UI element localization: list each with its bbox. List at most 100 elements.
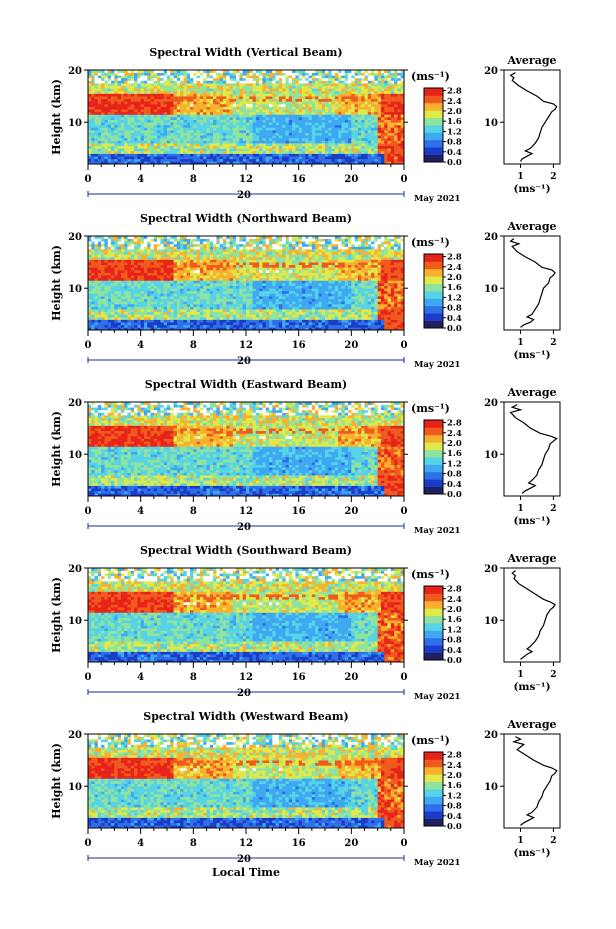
heatmap-cell: [226, 140, 230, 144]
heatmap-cell: [315, 75, 319, 79]
heatmap-cell: [120, 293, 125, 297]
heatmap-cell: [390, 161, 395, 165]
heatmap-cell: [150, 288, 155, 292]
heatmap-cell: [147, 241, 151, 245]
heatmap-cell: [101, 124, 105, 128]
heatmap-cell: [97, 70, 102, 73]
heatmap-cell: [124, 132, 128, 136]
heatmap-cell: [153, 309, 158, 313]
heatmap-cell: [143, 85, 148, 89]
heatmap-cell: [114, 72, 118, 76]
heatmap-cell: [272, 124, 276, 128]
heatmap-cell: [222, 83, 227, 87]
heatmap-cell: [143, 262, 148, 266]
heatmap-cell: [107, 122, 112, 126]
heatmap-cell: [213, 262, 217, 266]
heatmap-cell: [196, 275, 201, 279]
colorbar-swatch: [424, 105, 443, 109]
heatmap-cell: [229, 119, 234, 123]
heatmap-cell: [213, 143, 217, 147]
heatmap-cell: [380, 80, 385, 84]
heatmap-cell: [101, 150, 105, 154]
heatmap-cell: [269, 135, 273, 139]
heatmap-cell: [91, 267, 95, 271]
heatmap-cell: [311, 137, 316, 141]
heatmap-cell: [196, 314, 201, 318]
heatmap-cell: [203, 77, 207, 81]
heatmap-cell: [120, 316, 125, 320]
heatmap-cell: [384, 90, 388, 94]
heatmap-cell: [111, 296, 115, 300]
heatmap-cell: [196, 145, 201, 149]
heatmap-cell: [199, 88, 204, 92]
heatmap-cell: [153, 124, 158, 128]
heatmap-cell: [91, 75, 95, 79]
heatmap-cell: [114, 296, 118, 300]
heatmap-cell: [114, 277, 118, 281]
heatmap-cell: [130, 254, 135, 258]
heatmap-cell: [364, 98, 369, 102]
heatmap-cell: [120, 98, 125, 102]
heatmap-cell: [374, 75, 379, 79]
heatmap-cell: [117, 267, 122, 271]
heatmap-cell: [180, 70, 184, 73]
heatmap-cell: [107, 98, 112, 102]
heatmap-cell: [147, 288, 151, 292]
heatmap-cell: [374, 72, 379, 76]
heatmap-cell: [390, 72, 395, 76]
heatmap-cell: [226, 137, 230, 141]
heatmap-cell: [357, 98, 362, 102]
heatmap-cell: [265, 153, 270, 157]
heatmap-cell: [272, 140, 276, 144]
heatmap-cell: [199, 324, 204, 328]
heatmap-cell: [157, 70, 161, 73]
heatmap-cell: [344, 117, 349, 120]
heatmap-cell: [180, 127, 184, 131]
heatmap-cell: [124, 83, 128, 87]
heatmap-cell: [387, 161, 392, 165]
heatmap-cell: [114, 301, 118, 305]
heatmap-cell: [153, 306, 158, 310]
heatmap-cell: [209, 77, 214, 81]
heatmap-cell: [209, 306, 214, 310]
heatmap-cell: [91, 288, 95, 292]
heatmap-cell: [140, 143, 145, 147]
heatmap-cell: [91, 249, 95, 253]
heatmap-cell: [321, 148, 326, 152]
heatmap-cell: [206, 236, 211, 239]
heatmap-cell: [318, 90, 323, 94]
heatmap-cell: [153, 114, 158, 118]
heatmap-cell: [331, 72, 336, 76]
heatmap-cell: [120, 72, 125, 76]
heatmap-cell: [397, 103, 402, 107]
heatmap-cell: [325, 106, 329, 110]
heatmap-cell: [120, 311, 125, 315]
heatmap-cell: [97, 251, 102, 255]
heatmap-cell: [157, 96, 161, 100]
heatmap-cell: [186, 275, 191, 279]
heatmap-cell: [127, 137, 132, 141]
heatmap-cell: [269, 122, 273, 126]
heatmap-cell: [107, 130, 112, 134]
heatmap-cell: [91, 132, 95, 136]
heatmap-cell: [341, 83, 346, 87]
heatmap-cell: [203, 140, 207, 144]
heatmap-cell: [265, 145, 270, 149]
heatmap-cell: [193, 114, 197, 118]
heatmap-cell: [341, 98, 346, 102]
heatmap-cell: [120, 143, 125, 147]
heatmap-cell: [124, 70, 128, 73]
heatmap-cell: [101, 249, 105, 253]
heatmap-cell: [180, 158, 184, 162]
heatmap-cell: [124, 145, 128, 149]
heatmap-cell: [160, 80, 165, 84]
heatmap-cell: [170, 93, 174, 97]
heatmap-cell: [153, 93, 158, 97]
heatmap-cell: [173, 70, 178, 73]
heatmap-cell: [143, 306, 148, 310]
y-axis-label: Height (km): [50, 245, 63, 321]
heatmap-cell: [252, 158, 257, 162]
heatmap-cell: [150, 327, 155, 331]
heatmap-cell: [137, 256, 142, 260]
heatmap-cell: [160, 246, 165, 250]
